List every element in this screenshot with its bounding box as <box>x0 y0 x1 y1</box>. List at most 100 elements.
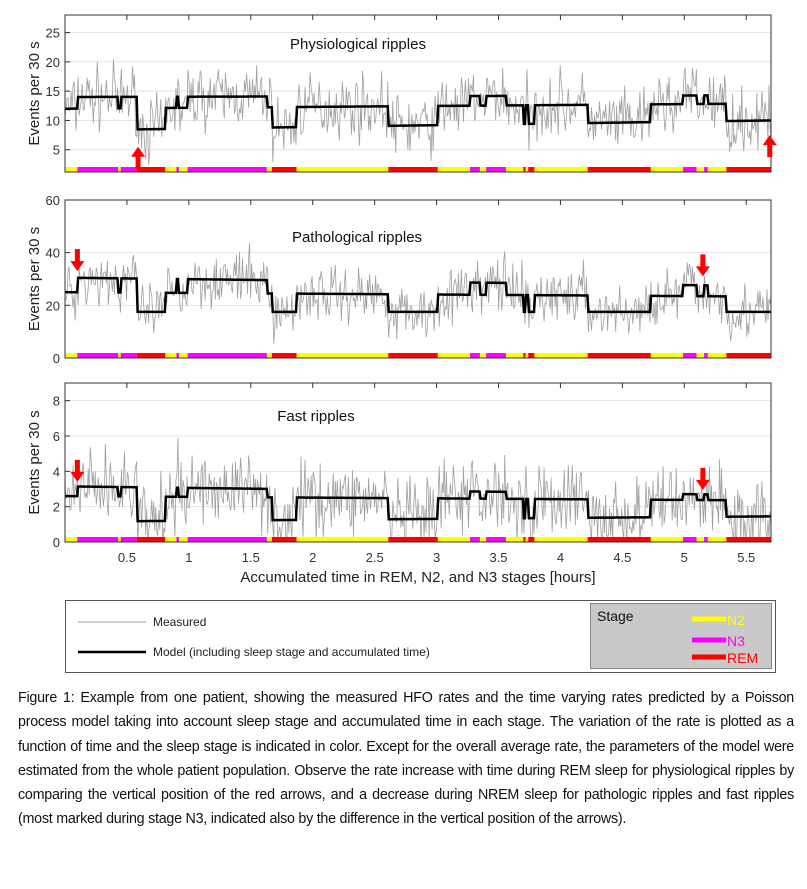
stage-segment-n2 <box>696 353 705 358</box>
stage-segment-n2 <box>437 353 471 358</box>
y-tick-label: 10 <box>46 113 60 128</box>
stage-segment-n2 <box>650 167 684 172</box>
plot-area <box>65 200 771 358</box>
stage-segment-n2 <box>65 537 78 542</box>
x-tick-label: 3.5 <box>489 550 507 565</box>
stage-segment-n2 <box>650 353 684 358</box>
stage-segment-rem <box>136 353 166 358</box>
legend: Measured Model (including sleep stage an… <box>65 600 776 673</box>
stage-segment-rem <box>523 537 526 542</box>
stage-segment-n2 <box>505 537 524 542</box>
stage-segment-n2 <box>266 167 272 172</box>
red-arrow-down-icon <box>695 254 710 277</box>
stage-segment-rem <box>388 353 438 358</box>
x-tick-label: 0.5 <box>118 550 136 565</box>
stage-label-rem: REM <box>727 650 758 666</box>
stage-segment-rem <box>388 167 438 172</box>
stage-segment-rem <box>271 353 297 358</box>
stage-segment-n2 <box>505 353 524 358</box>
legend-measured-label: Measured <box>153 615 206 629</box>
stage-segment-rem <box>587 167 651 172</box>
red-arrow-up-icon <box>131 146 146 169</box>
stage-segment-n2 <box>266 537 272 542</box>
stage-segment-n3 <box>683 167 697 172</box>
legend-model-label: Model (including sleep stage and accumul… <box>153 645 430 659</box>
stage-segment-n3 <box>704 537 708 542</box>
stage-segment-n3 <box>470 167 480 172</box>
y-tick-label: 20 <box>46 298 60 313</box>
stage-legend-box <box>590 603 772 669</box>
x-tick-label: 1.5 <box>242 550 260 565</box>
plot-area <box>65 383 771 542</box>
stage-segment-n3 <box>187 537 267 542</box>
stage-segment-n3 <box>176 537 179 542</box>
plot-area <box>65 15 771 172</box>
stage-segment-rem <box>523 167 526 172</box>
stage-segment-n2 <box>696 167 705 172</box>
red-arrow-up-icon <box>762 135 777 158</box>
stage-segment-n2 <box>266 353 272 358</box>
stage-segment-rem <box>136 537 166 542</box>
stage-segment-n2 <box>534 167 588 172</box>
y-tick-label: 6 <box>53 429 60 444</box>
stage-label-n2: N2 <box>727 612 745 628</box>
stage-segment-rem <box>528 537 535 542</box>
stage-segment-n2 <box>118 167 121 172</box>
stage-segment-n2 <box>534 353 588 358</box>
stage-label-n3: N3 <box>727 633 745 649</box>
y-tick-label: 25 <box>46 26 60 41</box>
x-tick-label: 2 <box>309 550 316 565</box>
stage-segment-rem <box>726 353 771 358</box>
model-series <box>64 94 772 131</box>
stage-segment-n2 <box>534 537 588 542</box>
y-axis-label: Events per 30 s <box>26 410 43 514</box>
y-tick-label: 0 <box>53 535 60 550</box>
y-tick-label: 5 <box>53 143 60 158</box>
stage-segment-n3 <box>176 167 179 172</box>
panel-1: 5 10 15 20 25 Physiological ripples Events per… <box>26 14 777 173</box>
stage-segment-n2 <box>178 353 188 358</box>
stage-segment-n2 <box>65 353 78 358</box>
y-tick-label: 8 <box>53 394 60 409</box>
stage-segment-n2 <box>118 353 121 358</box>
stage-segment-rem <box>528 167 535 172</box>
stage-segment-n3 <box>120 353 137 358</box>
y-tick-label: 0 <box>53 351 60 366</box>
stage-segment-n3 <box>486 167 506 172</box>
stage-segment-n2 <box>479 353 487 358</box>
stage-segment-n3 <box>187 167 267 172</box>
panel-title: Pathological ripples <box>292 229 422 246</box>
stage-segment-n3 <box>486 353 506 358</box>
stage-segment-n3 <box>683 537 697 542</box>
stage-segment-n2 <box>696 537 705 542</box>
stage-segment-n2 <box>165 537 177 542</box>
stage-segment-n2 <box>525 353 529 358</box>
red-arrow-down-icon <box>695 467 710 490</box>
x-tick-label: 2.5 <box>366 550 384 565</box>
x-axis-label: Accumulated time in REM, N2, and N3 stag… <box>240 569 595 586</box>
x-tick-label: 3 <box>433 550 440 565</box>
panel-2: 0 20 40 60 Pathological ripples Events per 30… <box>26 193 772 366</box>
stage-segment-n2 <box>650 537 684 542</box>
stage-segment-n2 <box>296 167 389 172</box>
stage-segment-n2 <box>505 167 524 172</box>
stage-segment-n2 <box>479 167 487 172</box>
stage-segment-n3 <box>77 353 119 358</box>
panel-title: Fast ripples <box>277 408 355 425</box>
stage-segment-n2 <box>165 353 177 358</box>
y-axis-label: Events per 30 s <box>26 41 43 145</box>
stage-segment-n2 <box>707 353 727 358</box>
axes-frame <box>64 382 772 543</box>
stage-segment-n2 <box>479 537 487 542</box>
stage-segment-rem <box>136 167 166 172</box>
x-tick-label: 5.5 <box>737 550 755 565</box>
stage-segment-n3 <box>486 537 506 542</box>
red-arrow-down-icon <box>70 459 85 482</box>
measured-series <box>64 438 772 543</box>
stage-segment-n2 <box>165 167 177 172</box>
stage-segment-n2 <box>525 167 529 172</box>
stage-segment-rem <box>726 167 771 172</box>
y-tick-label: 15 <box>46 84 60 99</box>
figure-caption: Figure 1: Example from one patient, show… <box>18 686 794 832</box>
